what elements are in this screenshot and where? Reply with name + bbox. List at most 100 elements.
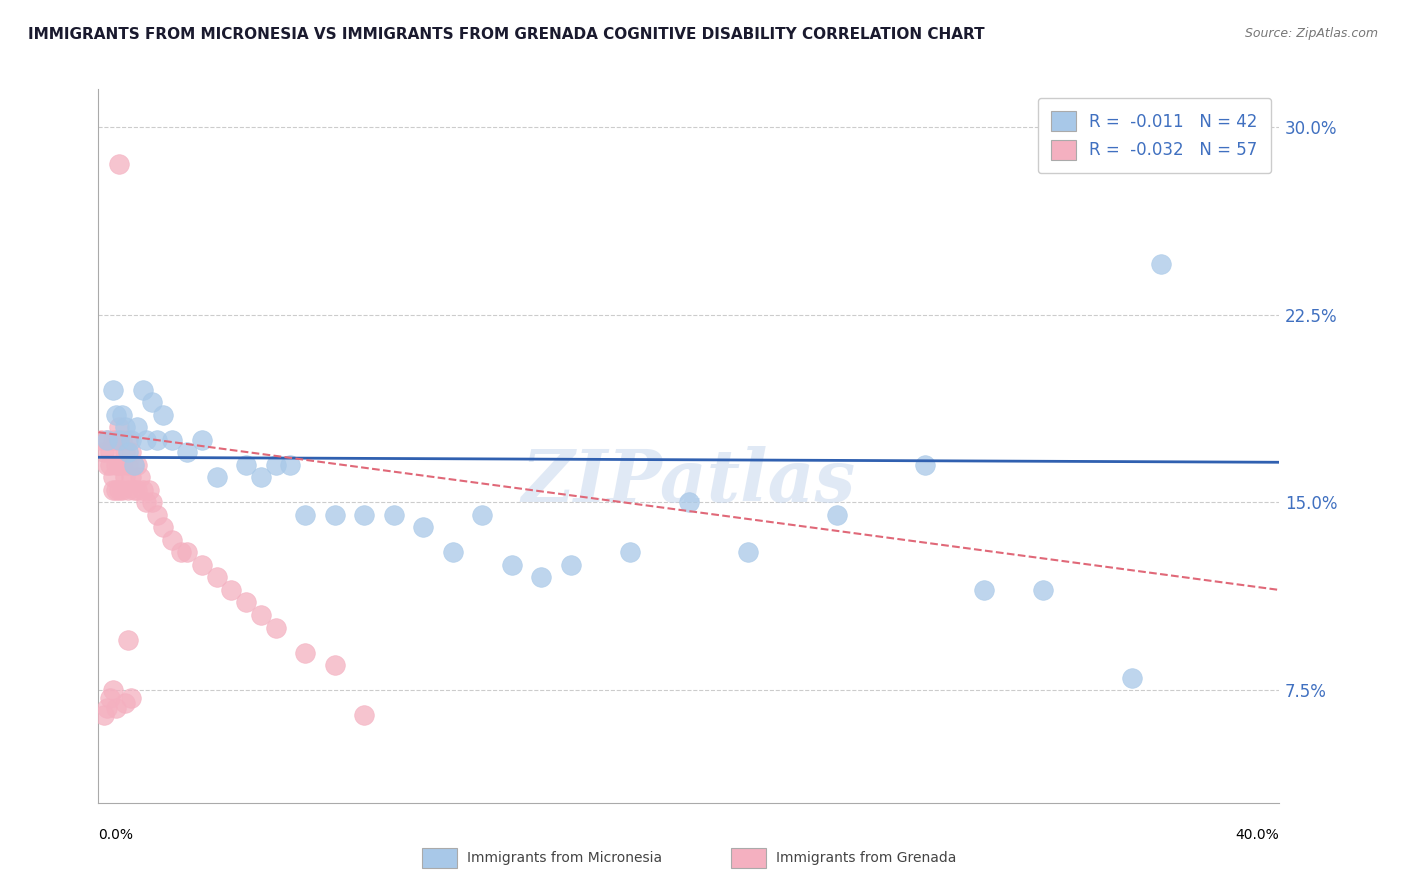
Point — [619, 545, 641, 559]
Point — [108, 483, 131, 497]
Point — [98, 445, 121, 459]
Point — [914, 458, 936, 472]
Point — [122, 458, 145, 472]
Point — [353, 508, 375, 522]
Point — [441, 545, 464, 559]
Point — [98, 458, 121, 472]
Point — [132, 483, 155, 497]
Point — [1150, 257, 1173, 271]
Text: IMMIGRANTS FROM MICRONESIA VS IMMIGRANTS FROM GRENADA COGNITIVE DISABILITY CORRE: IMMIGRANTS FROM MICRONESIA VS IMMIGRANTS… — [28, 27, 984, 42]
Point — [152, 408, 174, 422]
Point — [132, 383, 155, 397]
Point — [122, 483, 145, 497]
Point — [120, 445, 142, 459]
Point — [162, 433, 183, 447]
Point — [108, 157, 131, 171]
Point — [103, 470, 125, 484]
Point — [125, 483, 148, 497]
Point — [191, 433, 214, 447]
Point — [105, 483, 128, 497]
Point — [353, 708, 375, 723]
Point — [114, 445, 136, 459]
Point — [146, 433, 169, 447]
Point — [114, 470, 136, 484]
Point — [412, 520, 434, 534]
Point — [96, 458, 118, 472]
Point — [122, 458, 145, 472]
Point — [120, 470, 142, 484]
Point — [250, 607, 273, 622]
Point — [471, 508, 494, 522]
Point — [111, 483, 134, 497]
Point — [135, 433, 157, 447]
Point — [141, 495, 163, 509]
Point — [141, 395, 163, 409]
Text: 0.0%: 0.0% — [98, 828, 134, 842]
Point — [135, 495, 157, 509]
Point — [170, 545, 193, 559]
Point — [114, 420, 136, 434]
Point — [114, 696, 136, 710]
Point — [103, 433, 125, 447]
Point — [111, 433, 134, 447]
Point — [108, 458, 131, 472]
Point — [825, 508, 848, 522]
Point — [973, 582, 995, 597]
Point — [105, 458, 128, 472]
Point — [323, 658, 346, 673]
Point — [117, 433, 139, 447]
Point — [264, 458, 287, 472]
Point — [138, 483, 160, 497]
Point — [103, 483, 125, 497]
Point — [205, 470, 228, 484]
Point — [205, 570, 228, 584]
Point — [737, 545, 759, 559]
Point — [1032, 582, 1054, 597]
Point — [96, 433, 118, 447]
Point — [96, 433, 118, 447]
Point — [117, 483, 139, 497]
Point — [176, 445, 198, 459]
Point — [111, 458, 134, 472]
Point — [98, 690, 121, 705]
Point — [235, 458, 257, 472]
Point — [323, 508, 346, 522]
Point — [152, 520, 174, 534]
Point — [117, 633, 139, 648]
Point — [105, 408, 128, 422]
Point — [117, 458, 139, 472]
Point — [1121, 671, 1143, 685]
Point — [560, 558, 582, 572]
Point — [294, 646, 316, 660]
Point — [108, 433, 131, 447]
Point — [120, 690, 142, 705]
Point — [235, 595, 257, 609]
Text: Source: ZipAtlas.com: Source: ZipAtlas.com — [1244, 27, 1378, 40]
Point — [96, 700, 118, 714]
Point — [93, 445, 115, 459]
Point — [264, 621, 287, 635]
Point — [103, 683, 125, 698]
Point — [117, 445, 139, 459]
Point — [278, 458, 302, 472]
Point — [125, 458, 148, 472]
Point — [294, 508, 316, 522]
Point — [382, 508, 405, 522]
Point — [93, 708, 115, 723]
Point — [105, 433, 128, 447]
Point — [105, 700, 128, 714]
Point — [530, 570, 553, 584]
Point — [125, 420, 148, 434]
Point — [250, 470, 273, 484]
Point — [128, 470, 150, 484]
Text: Immigrants from Micronesia: Immigrants from Micronesia — [467, 851, 662, 865]
Point — [191, 558, 214, 572]
Point — [219, 582, 242, 597]
Point — [162, 533, 183, 547]
Point — [176, 545, 198, 559]
Point — [678, 495, 700, 509]
Point — [146, 508, 169, 522]
Point — [111, 408, 134, 422]
Point — [120, 433, 142, 447]
Point — [108, 420, 131, 434]
